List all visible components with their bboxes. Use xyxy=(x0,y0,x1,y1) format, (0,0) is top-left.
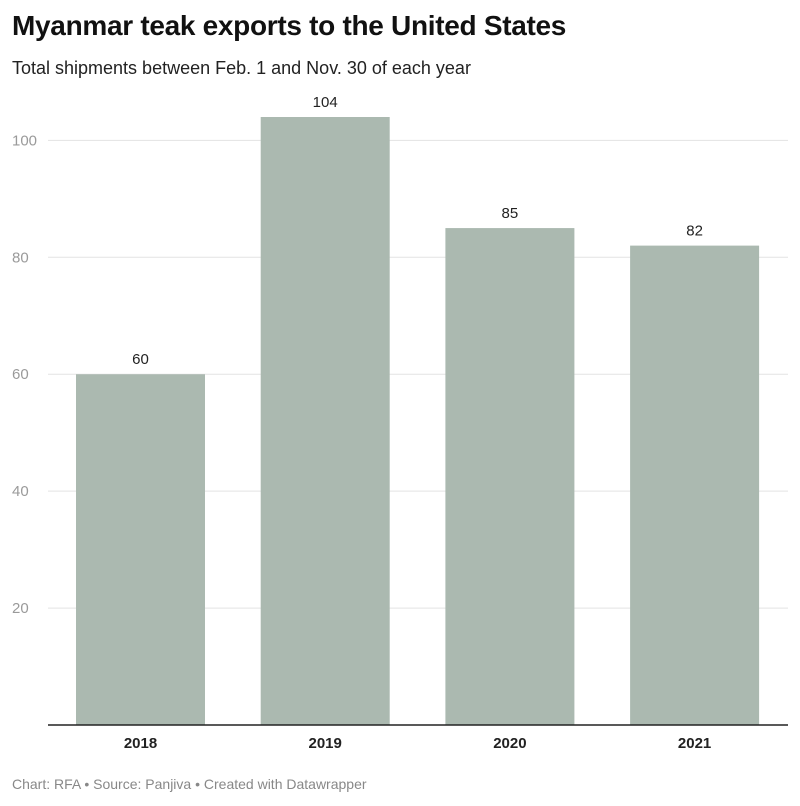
y-tick-label: 100 xyxy=(12,132,37,149)
data-label: 104 xyxy=(313,94,338,111)
bar-2018 xyxy=(76,374,205,725)
data-label: 60 xyxy=(132,351,149,368)
x-category-label: 2019 xyxy=(309,735,342,752)
y-tick-label: 60 xyxy=(12,366,29,383)
data-label: 85 xyxy=(502,205,519,222)
chart-subtitle: Total shipments between Feb. 1 and Nov. … xyxy=(12,58,471,78)
bar-2021 xyxy=(630,245,760,725)
y-tick-label: 20 xyxy=(12,600,29,617)
labels: 20 40 60 80 100 60 2018 104 2019 85 2020 82 2021 xyxy=(12,94,711,752)
y-tick-label: 80 xyxy=(12,249,29,266)
chart-footer: Chart: RFA • Source: Panjiva • Created w… xyxy=(12,776,367,792)
chart-title: Myanmar teak exports to the United State… xyxy=(12,10,567,41)
data-label: 82 xyxy=(686,223,703,240)
bars xyxy=(76,117,760,726)
x-category-label: 2020 xyxy=(493,735,526,752)
x-category-label: 2021 xyxy=(678,735,711,752)
x-category-label: 2018 xyxy=(124,735,157,752)
bar-2019 xyxy=(260,117,390,725)
y-tick-label: 40 xyxy=(12,483,29,500)
bar-2020 xyxy=(445,228,575,726)
